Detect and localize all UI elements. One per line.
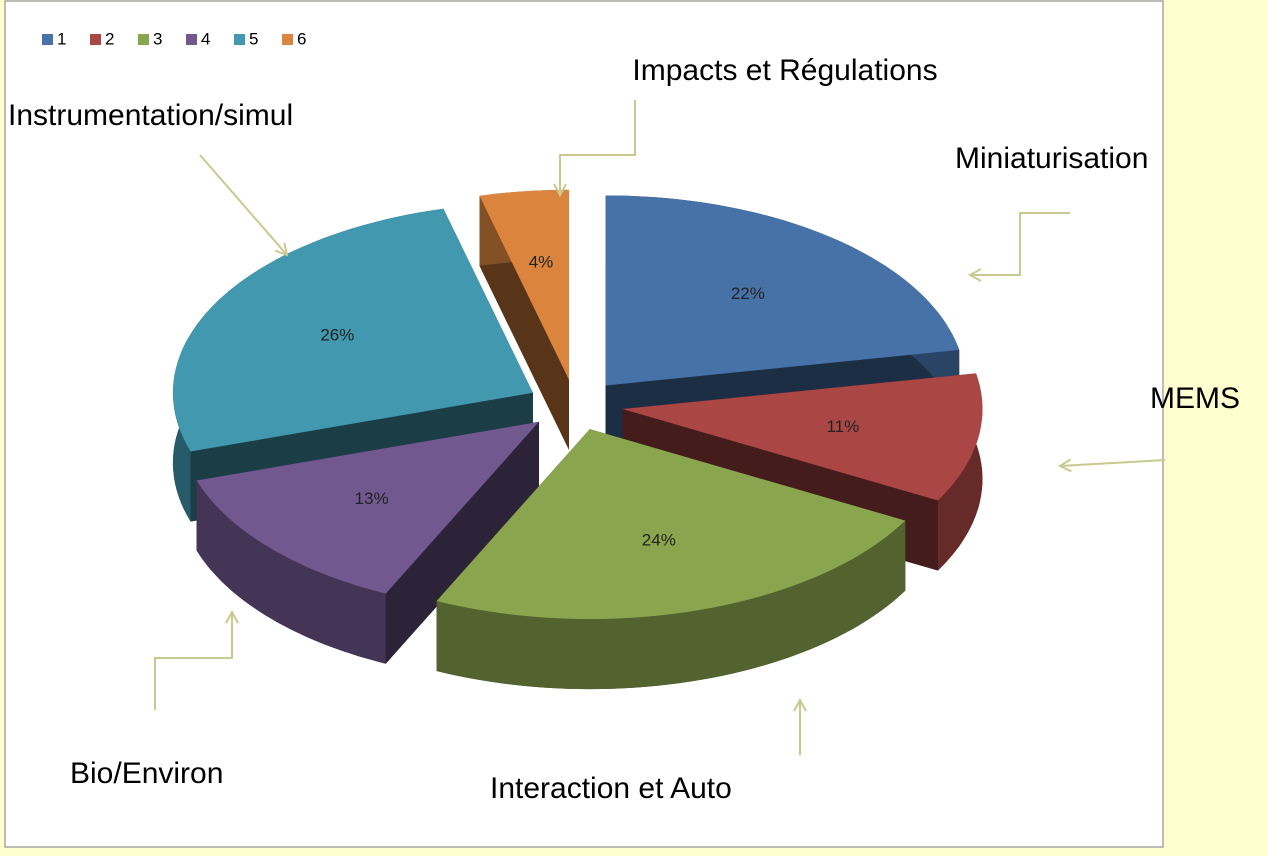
callout-arrow	[154, 612, 232, 710]
legend: 1 2 3 4 5 6	[42, 29, 306, 48]
slice-side	[937, 373, 983, 571]
legend-swatch	[282, 34, 293, 45]
slice-side	[436, 520, 906, 690]
data-label: 13%	[355, 489, 389, 508]
legend-label: 6	[297, 29, 306, 48]
callout-arrow	[199, 154, 287, 255]
data-label: 26%	[320, 326, 354, 345]
annotation: Interaction et Auto	[490, 772, 732, 805]
callout-arrow	[560, 100, 636, 195]
legend-label: 2	[105, 29, 114, 48]
legend-label: 5	[249, 29, 258, 48]
legend-swatch	[42, 34, 53, 45]
slice: 24%	[436, 429, 906, 690]
pie: 4% 22% 26% 11% 13% 24%	[172, 189, 983, 690]
annotation: Impacts et Régulations	[632, 54, 937, 87]
legend-swatch	[138, 34, 149, 45]
callout-arrow	[1060, 460, 1166, 466]
slice-top	[172, 208, 533, 452]
slice-side	[196, 480, 386, 664]
data-label: 24%	[642, 531, 676, 550]
slice-top	[196, 421, 539, 594]
slice-top	[436, 429, 906, 620]
legend-swatch	[90, 34, 101, 45]
slice: 4%	[479, 189, 569, 450]
data-label: 11%	[826, 417, 859, 436]
legend-label: 3	[153, 29, 162, 48]
annotation: MEMS	[1150, 382, 1240, 415]
callout-arrow	[970, 212, 1070, 275]
legend-label: 4	[201, 29, 210, 48]
annotation: Miniaturisation	[955, 142, 1148, 175]
annotation: Bio/Environ	[70, 757, 223, 790]
data-label: 22%	[731, 284, 765, 303]
legend-swatch	[234, 34, 245, 45]
slice-top	[622, 373, 983, 501]
slice-top	[479, 189, 569, 380]
legend-swatch	[186, 34, 197, 45]
legend-label: 1	[57, 29, 66, 48]
slice-top	[605, 195, 960, 386]
slice: 13%	[196, 421, 539, 664]
data-label: 4%	[529, 252, 554, 271]
annotation: Instrumentation/simul	[8, 99, 293, 132]
